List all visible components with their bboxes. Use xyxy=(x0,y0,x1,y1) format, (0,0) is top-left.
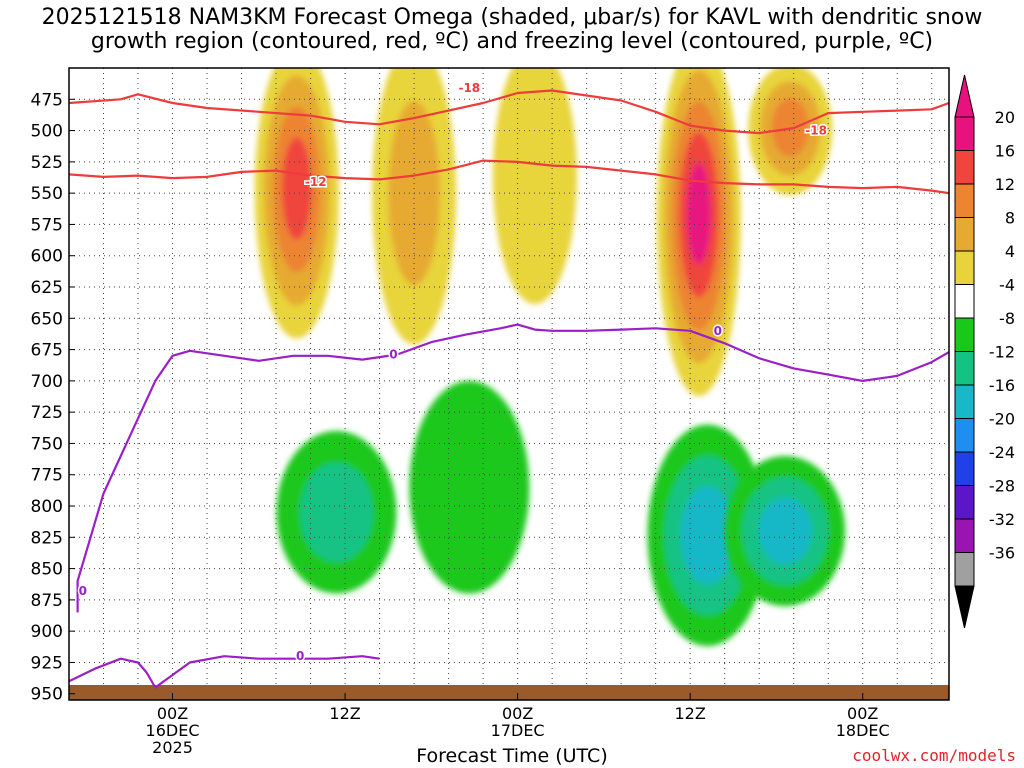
omega-contour--4 xyxy=(409,380,530,594)
y-tick-label-925: 925 xyxy=(31,653,63,673)
minus18-isotherm xyxy=(69,89,949,135)
zero-line-lower xyxy=(69,655,380,689)
downward-motion-hour-35 xyxy=(725,455,846,607)
omega-contour--12 xyxy=(680,486,735,585)
colorbar-label--4: -4 xyxy=(999,276,1015,295)
colorbar-bin--12 xyxy=(954,351,975,386)
colorbar-top-arrow xyxy=(954,74,975,118)
omega-contour-16 xyxy=(282,137,312,240)
x-tick-label-2-1: 17DEC xyxy=(491,721,545,740)
contour-label-2: -12 xyxy=(305,175,327,189)
colorbar-label--32: -32 xyxy=(989,510,1015,529)
y-tick-label-600: 600 xyxy=(31,247,63,267)
freezing-level xyxy=(76,323,949,613)
y-tick-label-675: 675 xyxy=(31,341,63,361)
omega-contour--8 xyxy=(299,462,374,563)
colorbar-label--16: -16 xyxy=(989,376,1015,395)
colorbar-bin--8 xyxy=(954,317,975,352)
y-tick-label-750: 750 xyxy=(31,434,63,454)
colorbar-label-12: 12 xyxy=(995,175,1015,194)
y-tick-label-650: 650 xyxy=(31,309,63,329)
colorbar-bin--4 xyxy=(954,284,975,319)
y-tick-label-850: 850 xyxy=(31,560,63,580)
colorbar-label--12: -12 xyxy=(989,343,1015,362)
colorbar-bin--36 xyxy=(954,552,975,587)
y-tick-label-575: 575 xyxy=(31,215,63,235)
colorbar-bin--24 xyxy=(954,451,975,486)
x-tick-label-2-0: 00Z xyxy=(502,704,533,723)
y-tick-label-475: 475 xyxy=(31,90,63,110)
downward-motion-hour-31 xyxy=(647,424,768,647)
terrain-strip xyxy=(69,684,949,700)
x-tick-label-1-0: 12Z xyxy=(329,704,360,723)
colorbar-bin-12 xyxy=(954,183,975,218)
x-tick-label-4-0: 00Z xyxy=(847,704,878,723)
colorbar-bin--32 xyxy=(954,518,975,553)
x-tick-label-3-0: 12Z xyxy=(675,704,706,723)
chart-title-line-2: growth region (contoured, red, ºC) and f… xyxy=(90,29,934,54)
y-tick-label-800: 800 xyxy=(31,497,63,517)
y-tick-label-725: 725 xyxy=(31,403,63,423)
contour-label-3: 0 xyxy=(389,348,397,362)
credit-label[interactable]: coolwx.com/models xyxy=(852,746,1016,765)
colorbar-bin-16 xyxy=(954,150,975,185)
chart-title-line-1: 2025121518 NAM3KM Forecast Omega (shaded… xyxy=(41,5,983,30)
omega-shading xyxy=(254,68,846,647)
x-tick-label-0-2: 2025 xyxy=(152,738,193,757)
y-tick-label-625: 625 xyxy=(31,278,63,298)
downward-motion-hour-17 xyxy=(409,380,530,594)
upward-motion-hour-7 xyxy=(254,68,339,339)
colorbar-label-8: 8 xyxy=(1005,209,1015,228)
x-tick-label-4-1: 18DEC xyxy=(836,721,890,740)
omega-contour-20 xyxy=(686,162,711,265)
omega-contour-4 xyxy=(492,68,577,304)
omega-contour-12 xyxy=(771,98,809,157)
x-tick-label-0-1: 16DEC xyxy=(146,721,200,740)
y-tick-label-825: 825 xyxy=(31,528,63,548)
upward-motion-hour-14 xyxy=(372,68,457,345)
pressure-axis: 475 500 525 550 575 600 625 650 675 700 725 750 775 8… xyxy=(31,90,75,705)
y-tick-label-550: 550 xyxy=(31,184,63,204)
y-tick-label-875: 875 xyxy=(31,591,63,611)
omega-colorbar: 20 16 12 8 4 -4 -8 -12 -16 -20 -24 -28 -32 -36 xyxy=(954,74,1015,629)
y-tick-label-900: 900 xyxy=(31,622,63,642)
colorbar-label-16: 16 xyxy=(995,142,1015,161)
colorbar-label--20: -20 xyxy=(989,410,1015,429)
colorbar-bin-8 xyxy=(954,217,975,252)
colorbar-bin--20 xyxy=(954,418,975,453)
colorbar-bottom-arrow xyxy=(954,585,975,629)
colorbar-label--36: -36 xyxy=(989,544,1015,563)
temperature-contours: -18 -18 -12 0 0 0 0 xyxy=(69,80,949,689)
y-tick-label-775: 775 xyxy=(31,466,63,486)
colorbar-bin--16 xyxy=(954,384,975,419)
y-tick-label-525: 525 xyxy=(31,153,63,173)
colorbar-label-20: 20 xyxy=(995,108,1015,127)
contour-label-6: 0 xyxy=(296,649,304,663)
contour-label-4: 0 xyxy=(714,324,722,338)
contour-label-1: -18 xyxy=(805,124,827,138)
contour-label-5: 0 xyxy=(79,584,87,598)
y-tick-label-500: 500 xyxy=(31,122,63,142)
upward-motion-hour-30 xyxy=(656,68,741,397)
y-tick-label-950: 950 xyxy=(31,685,63,705)
omega-contour--12 xyxy=(758,497,812,565)
x-tick-label-0-0: 00Z xyxy=(157,704,188,723)
colorbar-bin-4 xyxy=(954,250,975,285)
minus12-isotherm xyxy=(69,159,949,195)
colorbar-label--8: -8 xyxy=(999,309,1015,328)
contour-label-0: -18 xyxy=(458,81,480,95)
colorbar-label--28: -28 xyxy=(989,477,1015,496)
upward-motion-hour-21 xyxy=(492,68,577,304)
plot-frame xyxy=(68,67,950,701)
colorbar-label--24: -24 xyxy=(989,443,1015,462)
colorbar-label-4: 4 xyxy=(1005,242,1015,261)
x-axis-title: Forecast Time (UTC) xyxy=(416,745,608,767)
colorbar-bin-20 xyxy=(954,116,975,151)
downward-motion-hour-9 xyxy=(276,430,397,594)
y-tick-label-700: 700 xyxy=(31,372,63,392)
colorbar-bin--28 xyxy=(954,485,975,520)
